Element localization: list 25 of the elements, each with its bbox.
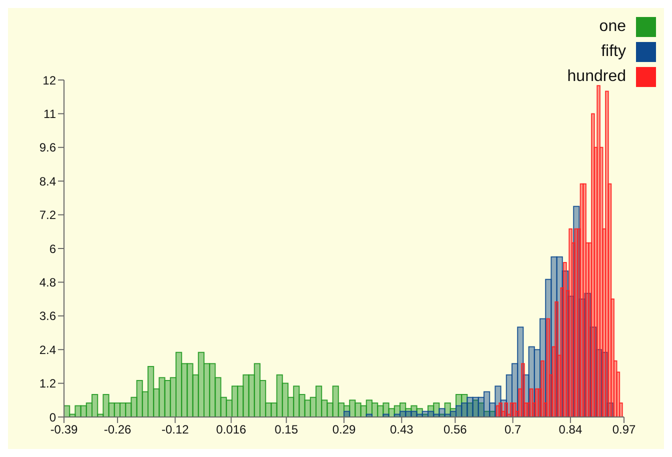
y-tick-label: 3.6 (39, 309, 56, 324)
x-tick-label: 0.016 (216, 422, 247, 437)
y-tick-label: 1.2 (39, 376, 56, 391)
x-tick-label: 0.97 (612, 422, 636, 437)
y-tick-label: 9.6 (39, 140, 56, 155)
x-tick-label: 0.29 (332, 422, 356, 437)
x-tick-label: 0.84 (558, 422, 582, 437)
x-tick-label: 0.43 (390, 422, 414, 437)
x-tick-label: -0.26 (104, 422, 132, 437)
y-tick-label: 6 (49, 242, 56, 256)
x-tick-label: 0.7 (504, 422, 522, 437)
x-tick-label: -0.39 (50, 422, 78, 437)
legend-label: hundred (567, 68, 626, 86)
x-tick-label: -0.12 (161, 422, 190, 437)
y-tick-label: 4.8 (39, 275, 56, 290)
legend-label: fifty (601, 42, 626, 60)
y-tick-label: 0 (49, 410, 56, 424)
legend-label: one (599, 18, 626, 36)
y-tick-label: 12 (42, 73, 56, 88)
y-tick-label: 7.2 (39, 208, 56, 222)
x-tick-label: 0.56 (443, 422, 468, 437)
y-tick-label: 11 (44, 106, 56, 121)
y-tick-label: 8.4 (39, 174, 56, 188)
y-tick-label: 2.4 (39, 342, 56, 357)
x-tick-label: 0.15 (274, 422, 298, 437)
